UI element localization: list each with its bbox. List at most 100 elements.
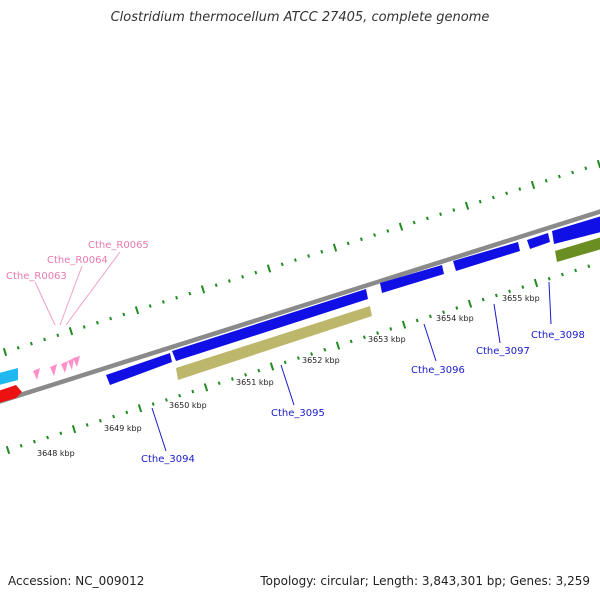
major-tick bbox=[335, 341, 341, 350]
minor-tick bbox=[574, 268, 578, 273]
trna-feature[interactable] bbox=[33, 368, 40, 380]
tick-label: 3654 kbp bbox=[436, 314, 474, 323]
minor-tick bbox=[584, 166, 588, 171]
minor-tick bbox=[349, 339, 353, 344]
outer-tick-row bbox=[2, 159, 600, 357]
minor-tick bbox=[442, 310, 446, 315]
minor-tick bbox=[43, 337, 47, 342]
gene-label[interactable]: Cthe_3097 bbox=[476, 346, 530, 357]
minor-tick bbox=[254, 270, 258, 275]
minor-tick bbox=[85, 423, 89, 427]
major-tick bbox=[137, 404, 143, 413]
minor-tick bbox=[32, 439, 36, 444]
cds-forward[interactable] bbox=[106, 353, 172, 385]
gene-label[interactable]: Cthe_3098 bbox=[531, 330, 585, 341]
minor-tick bbox=[521, 285, 525, 289]
major-tick bbox=[332, 243, 338, 252]
cds-forward[interactable] bbox=[552, 215, 600, 244]
minor-tick bbox=[244, 372, 248, 377]
major-tick bbox=[533, 278, 539, 288]
minor-tick bbox=[571, 170, 575, 175]
minor-tick bbox=[82, 325, 86, 329]
cds-reverse[interactable] bbox=[176, 306, 372, 380]
major-tick bbox=[71, 424, 77, 434]
minor-tick bbox=[362, 335, 366, 340]
minor-tick bbox=[29, 341, 33, 346]
minor-tick bbox=[280, 262, 284, 267]
genome-summary: Topology: circular; Length: 3,843,301 bp… bbox=[260, 574, 590, 588]
minor-tick bbox=[148, 304, 152, 308]
major-tick bbox=[203, 383, 209, 392]
inner-tick-row bbox=[5, 264, 591, 455]
minor-tick bbox=[98, 418, 102, 423]
major-tick bbox=[68, 326, 74, 336]
minor-tick bbox=[125, 410, 129, 415]
minor-tick bbox=[16, 345, 20, 350]
cds-forward[interactable] bbox=[172, 289, 368, 361]
minor-tick bbox=[293, 258, 297, 262]
rna-label[interactable]: Cthe_R0063 bbox=[6, 271, 67, 282]
minor-tick bbox=[425, 216, 429, 221]
map-title: Clostridium thermocellum ATCC 27405, com… bbox=[110, 10, 490, 25]
minor-tick bbox=[112, 414, 116, 419]
trna-feature[interactable] bbox=[50, 364, 57, 376]
minor-tick bbox=[359, 237, 363, 242]
cds-forward[interactable] bbox=[0, 368, 18, 386]
major-tick bbox=[401, 320, 407, 329]
minor-tick bbox=[346, 241, 350, 246]
gene-label[interactable]: Cthe_3096 bbox=[411, 365, 465, 376]
tick-label: 3655 kbp bbox=[502, 294, 540, 303]
major-tick bbox=[269, 362, 275, 371]
major-tick bbox=[2, 347, 8, 357]
minor-tick bbox=[587, 264, 591, 269]
minor-tick bbox=[109, 316, 113, 321]
trna-feature[interactable] bbox=[68, 358, 74, 370]
gene-leader-line bbox=[280, 364, 295, 406]
trna-feature[interactable] bbox=[73, 356, 80, 367]
minor-tick bbox=[455, 306, 459, 310]
minor-tick bbox=[296, 356, 300, 360]
minor-tick bbox=[323, 347, 327, 352]
minor-tick bbox=[227, 279, 231, 283]
major-tick bbox=[398, 222, 404, 231]
minor-tick bbox=[557, 174, 561, 179]
minor-tick bbox=[428, 314, 432, 319]
rna-leader-line bbox=[34, 281, 56, 326]
backbone-line bbox=[0, 209, 600, 404]
cds-reverse[interactable] bbox=[555, 236, 600, 262]
cds-forward[interactable] bbox=[453, 242, 520, 271]
minor-tick bbox=[151, 402, 155, 406]
minor-tick bbox=[412, 220, 416, 225]
gene-leader-line bbox=[548, 281, 552, 325]
tick-label: 3650 kbp bbox=[169, 401, 207, 410]
rna-label[interactable]: Cthe_R0064 bbox=[47, 255, 108, 266]
rna-leader-line bbox=[65, 251, 121, 326]
minor-tick bbox=[283, 360, 287, 365]
minor-tick bbox=[257, 368, 261, 373]
gene-label[interactable]: Cthe_3095 bbox=[271, 408, 325, 419]
major-tick bbox=[530, 180, 536, 190]
cds-reverse[interactable] bbox=[0, 385, 22, 404]
trna-feature[interactable] bbox=[61, 361, 68, 373]
cds-forward[interactable] bbox=[527, 233, 550, 249]
minor-tick bbox=[59, 431, 63, 436]
major-tick bbox=[464, 201, 470, 210]
minor-tick bbox=[95, 320, 99, 325]
minor-tick bbox=[439, 212, 443, 217]
tick-label: 3653 kbp bbox=[368, 335, 406, 344]
minor-tick bbox=[518, 187, 522, 191]
minor-tick bbox=[310, 352, 314, 356]
major-tick bbox=[467, 299, 473, 308]
gene-label[interactable]: Cthe_3094 bbox=[141, 454, 195, 465]
minor-tick bbox=[217, 381, 221, 386]
minor-tick bbox=[122, 312, 126, 317]
major-tick bbox=[134, 306, 140, 315]
cds-forward[interactable] bbox=[380, 265, 444, 293]
minor-tick bbox=[320, 249, 324, 254]
minor-tick bbox=[505, 191, 509, 196]
rna-label[interactable]: Cthe_R0065 bbox=[88, 240, 149, 251]
minor-tick bbox=[307, 254, 311, 258]
minor-tick bbox=[19, 443, 23, 448]
minor-tick bbox=[491, 195, 495, 200]
